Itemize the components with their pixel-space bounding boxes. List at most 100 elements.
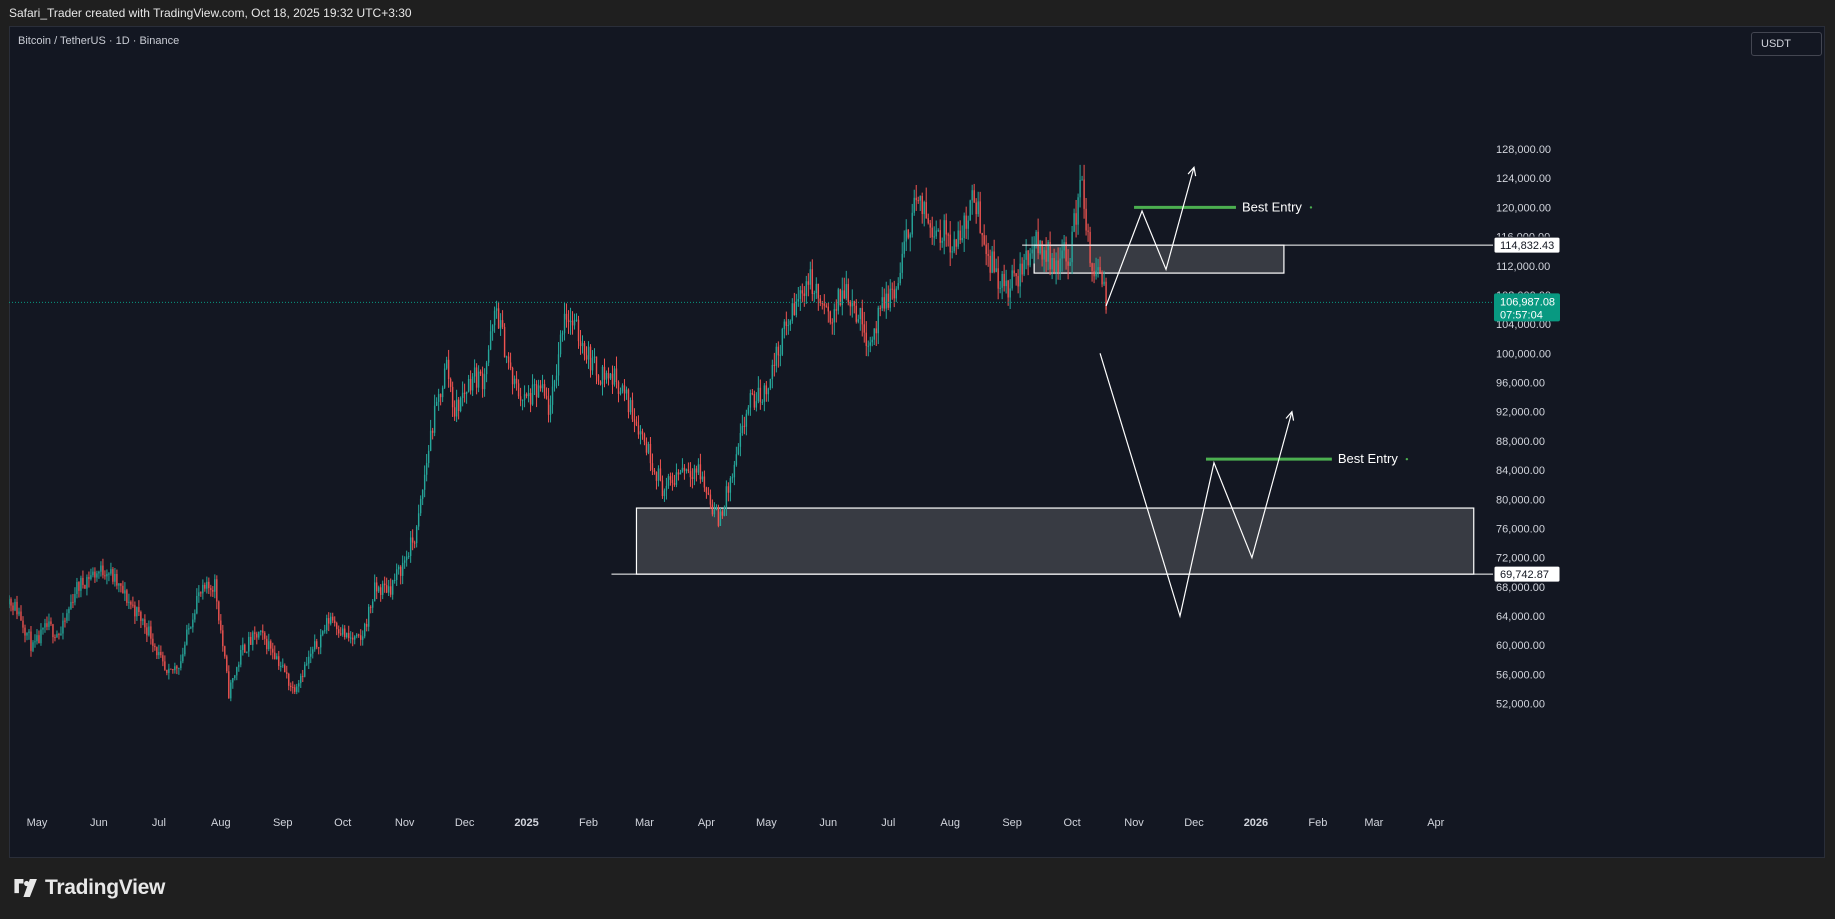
candle — [443, 363, 446, 389]
candle — [563, 302, 566, 341]
candle-body — [569, 320, 572, 323]
y-tick-label: 60,000.00 — [1496, 640, 1545, 652]
candle — [499, 313, 502, 336]
candle-body — [707, 492, 710, 495]
candle — [352, 632, 354, 647]
candle-body — [553, 380, 556, 387]
candle — [903, 230, 905, 258]
candle — [451, 381, 454, 417]
candle-body — [705, 487, 708, 493]
candle — [1063, 234, 1065, 259]
candle-body — [326, 618, 328, 631]
candle-body — [759, 387, 762, 402]
x-tick-label: Sep — [1002, 817, 1022, 829]
candle-body — [745, 413, 748, 427]
candle — [637, 415, 640, 439]
price-chart[interactable]: Best Entry Best Entry 52,000.00 56,000.00 60… — [9, 26, 1825, 858]
candle-body — [845, 284, 847, 299]
candle — [236, 666, 238, 681]
candle — [975, 198, 977, 224]
candle — [987, 242, 989, 267]
candle — [423, 465, 426, 498]
candle — [475, 363, 478, 395]
candle — [254, 626, 256, 640]
candle — [118, 583, 120, 593]
candle — [160, 645, 162, 658]
candle-body — [771, 364, 774, 380]
candle-body — [571, 320, 574, 326]
currency-button[interactable]: USDT — [1751, 32, 1822, 56]
candle-body — [617, 382, 620, 394]
candle — [795, 293, 798, 318]
candle-body — [1093, 270, 1095, 277]
candle — [170, 668, 172, 670]
candle — [196, 588, 198, 615]
candle — [363, 622, 366, 639]
candle — [60, 626, 62, 636]
candle-body — [911, 212, 913, 235]
candle-body — [22, 620, 24, 628]
candle — [979, 191, 981, 234]
candle — [1105, 277, 1107, 314]
candle-body — [44, 623, 46, 628]
x-tick-label: May — [27, 817, 48, 829]
candle — [509, 352, 512, 371]
candle-body — [829, 311, 832, 323]
candle — [733, 460, 736, 486]
candle-body — [212, 589, 214, 592]
candle — [827, 302, 830, 323]
candle — [843, 277, 845, 300]
candle-body — [883, 297, 885, 309]
candle — [703, 470, 706, 492]
candle-body — [719, 511, 722, 526]
candle-body — [465, 391, 468, 394]
candle-body — [741, 425, 744, 434]
candle — [124, 582, 126, 601]
candle-body — [511, 367, 514, 385]
candle-body — [411, 537, 414, 543]
candle-body — [332, 616, 334, 621]
tradingview-brand[interactable]: TradingView — [11, 876, 165, 900]
candle-body — [1047, 241, 1049, 262]
candle-body — [837, 289, 839, 311]
candle — [395, 563, 398, 587]
candle — [767, 387, 770, 402]
candle — [296, 683, 298, 695]
candle — [685, 468, 688, 474]
candle — [467, 374, 470, 393]
candle — [493, 306, 496, 333]
candle-body — [373, 582, 376, 602]
candle-body — [593, 356, 596, 358]
candle — [84, 584, 86, 589]
candle — [571, 311, 574, 335]
candle — [707, 487, 710, 496]
candle-body — [521, 399, 524, 401]
candle-body — [334, 620, 336, 624]
candle-body — [597, 375, 600, 382]
candle-body — [82, 577, 84, 585]
candle — [1051, 253, 1053, 280]
candle — [581, 335, 584, 354]
candle — [537, 379, 540, 398]
candle-body — [104, 575, 106, 577]
candle-body — [74, 594, 76, 603]
candle — [174, 662, 176, 674]
candle — [671, 472, 674, 491]
candle — [773, 352, 776, 377]
candle — [330, 612, 332, 626]
candle-body — [823, 303, 826, 306]
candle-body — [509, 362, 512, 368]
candle — [324, 624, 326, 634]
candle — [565, 303, 568, 328]
candle-body — [639, 431, 642, 435]
candle — [961, 225, 963, 243]
candle-body — [603, 366, 606, 380]
candle-body — [9, 599, 10, 605]
candle-body — [985, 244, 987, 255]
candle — [272, 642, 274, 660]
chart-area[interactable] — [9, 26, 1825, 858]
candle-body — [867, 345, 869, 347]
candle-body — [62, 620, 64, 634]
candle — [248, 631, 250, 657]
candle-body — [915, 197, 917, 201]
